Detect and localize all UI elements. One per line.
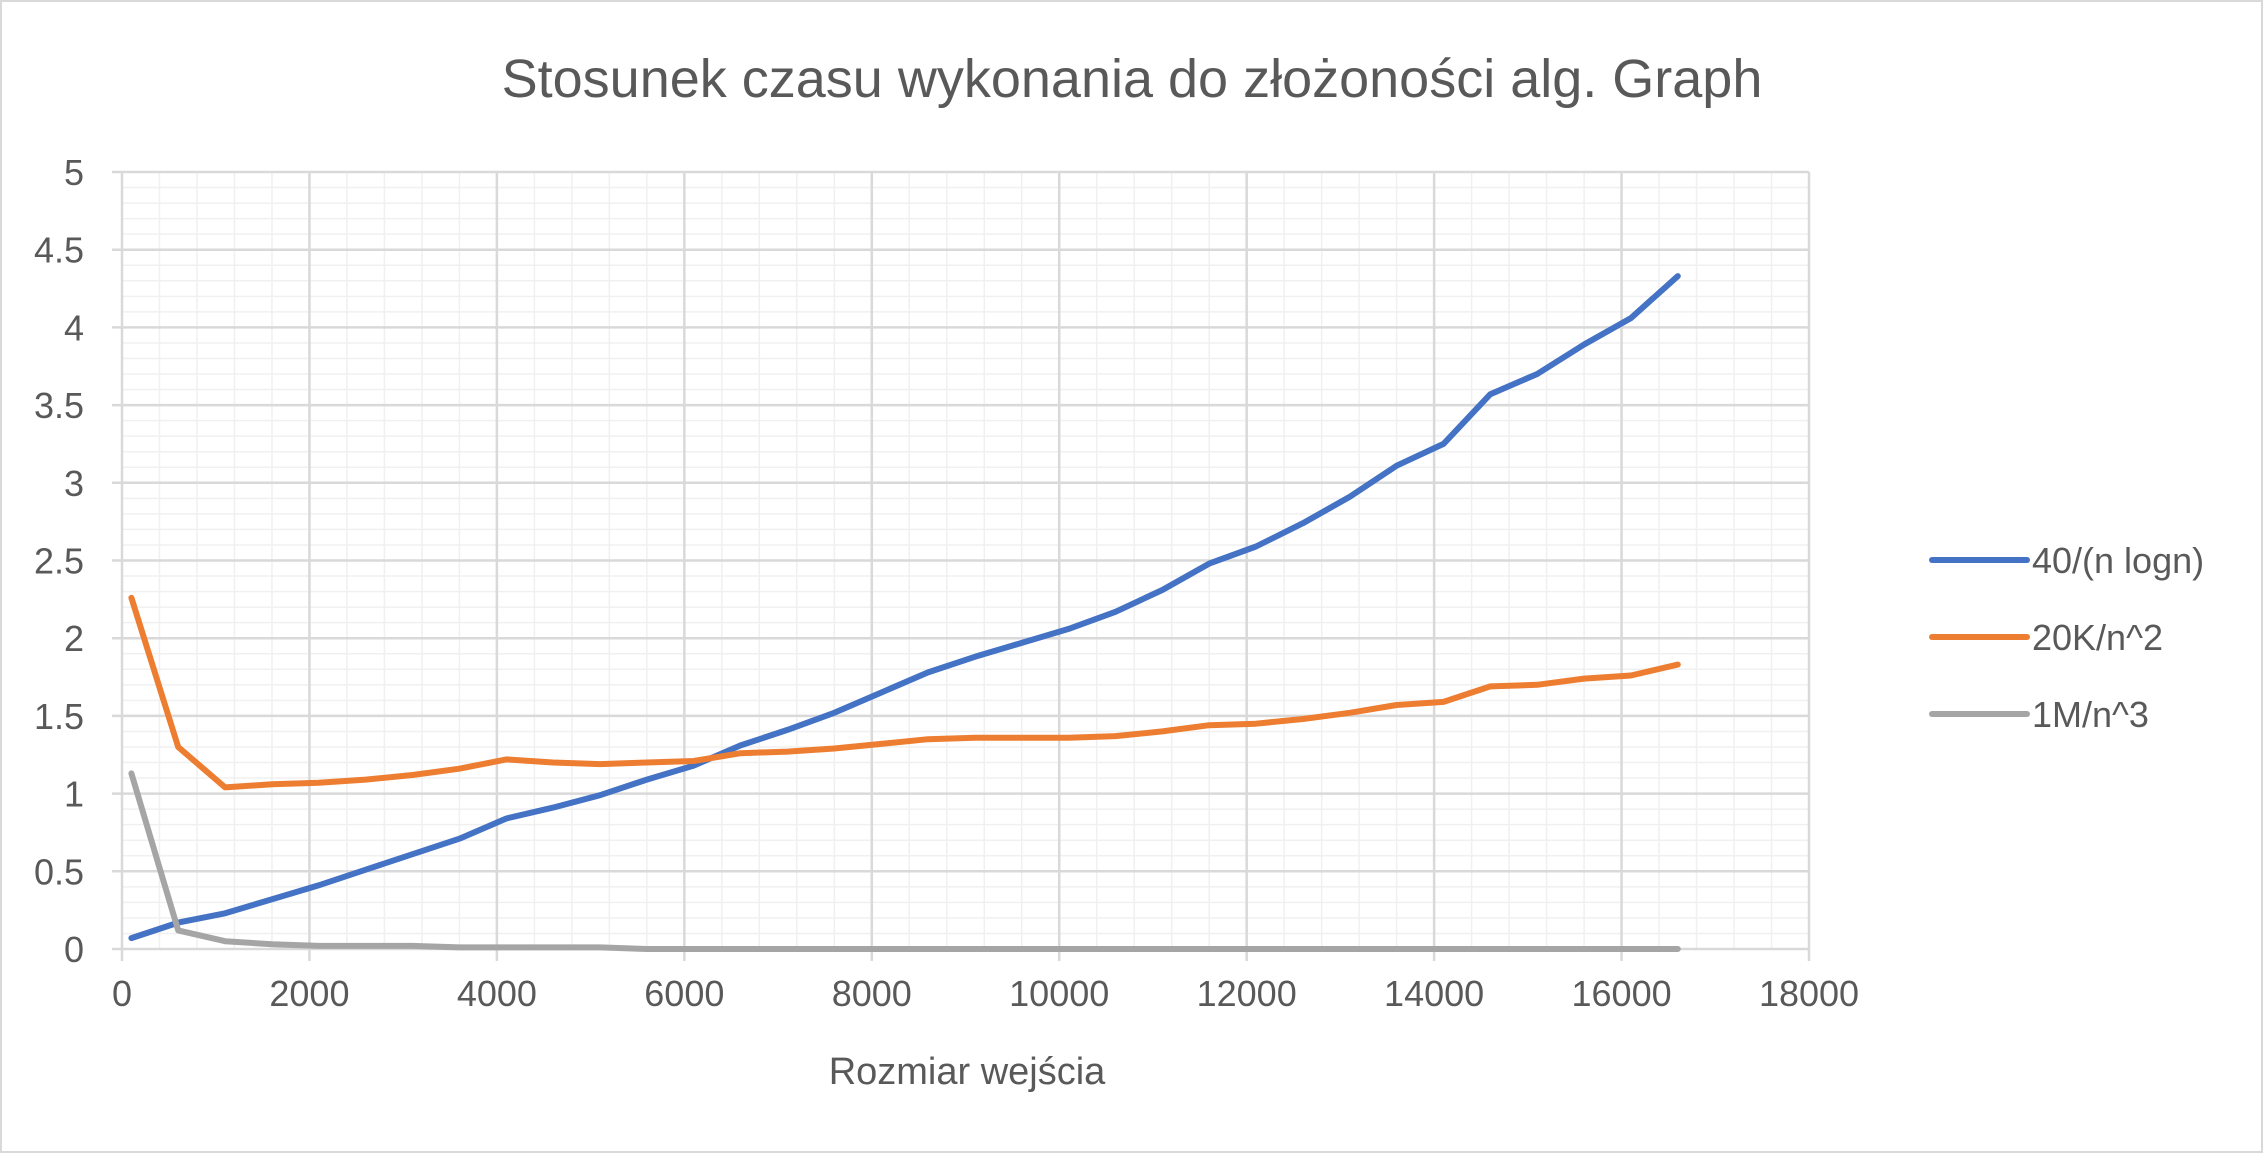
y-tick-label: 2	[64, 618, 84, 659]
legend: 40/(n logn) 20K/n^2 1M/n^3	[1929, 540, 2204, 735]
x-tick-label: 4000	[457, 973, 537, 1014]
chart-title: Stosunek czasu wykonania do złożoności a…	[502, 49, 1763, 109]
x-tick-label: 14000	[1384, 973, 1484, 1014]
series-lines	[128, 273, 1681, 952]
y-tick-label: 2.5	[34, 541, 84, 582]
series-line-1	[128, 273, 1681, 942]
major-gridlines	[112, 170, 1811, 961]
legend-label: 20K/n^2	[2032, 617, 2163, 658]
series-line-3	[128, 770, 1681, 952]
x-tick-label: 18000	[1759, 973, 1859, 1014]
y-tick-label: 3	[64, 463, 84, 504]
y-tick-label: 0.5	[34, 851, 84, 892]
series-line-2	[128, 594, 1681, 791]
y-tick-label: 1.5	[34, 696, 84, 737]
y-tick-label: 5	[64, 152, 84, 193]
y-axis-tick-labels: 0 0.5 1 1.5 2 2.5 3 3.5 4 4.5 5	[34, 152, 84, 970]
x-tick-label: 0	[112, 973, 132, 1014]
y-tick-label: 4	[64, 307, 84, 348]
y-tick-label: 1	[64, 774, 84, 815]
x-tick-label: 10000	[1009, 973, 1109, 1014]
x-tick-label: 8000	[832, 973, 912, 1014]
legend-label: 1M/n^3	[2032, 694, 2149, 735]
x-tick-label: 12000	[1197, 973, 1297, 1014]
y-tick-label: 3.5	[34, 385, 84, 426]
x-tick-label: 2000	[269, 973, 349, 1014]
legend-label: 40/(n logn)	[2032, 540, 2204, 581]
x-tick-label: 6000	[644, 973, 724, 1014]
x-axis-tick-labels: 0 2000 4000 6000 8000 10000 12000 14000 16000 180…	[112, 973, 1859, 1014]
x-axis-label: Rozmiar wejścia	[829, 1051, 1106, 1093]
x-tick-label: 16000	[1572, 973, 1672, 1014]
y-tick-label: 4.5	[34, 230, 84, 271]
y-tick-label: 0	[64, 929, 84, 970]
